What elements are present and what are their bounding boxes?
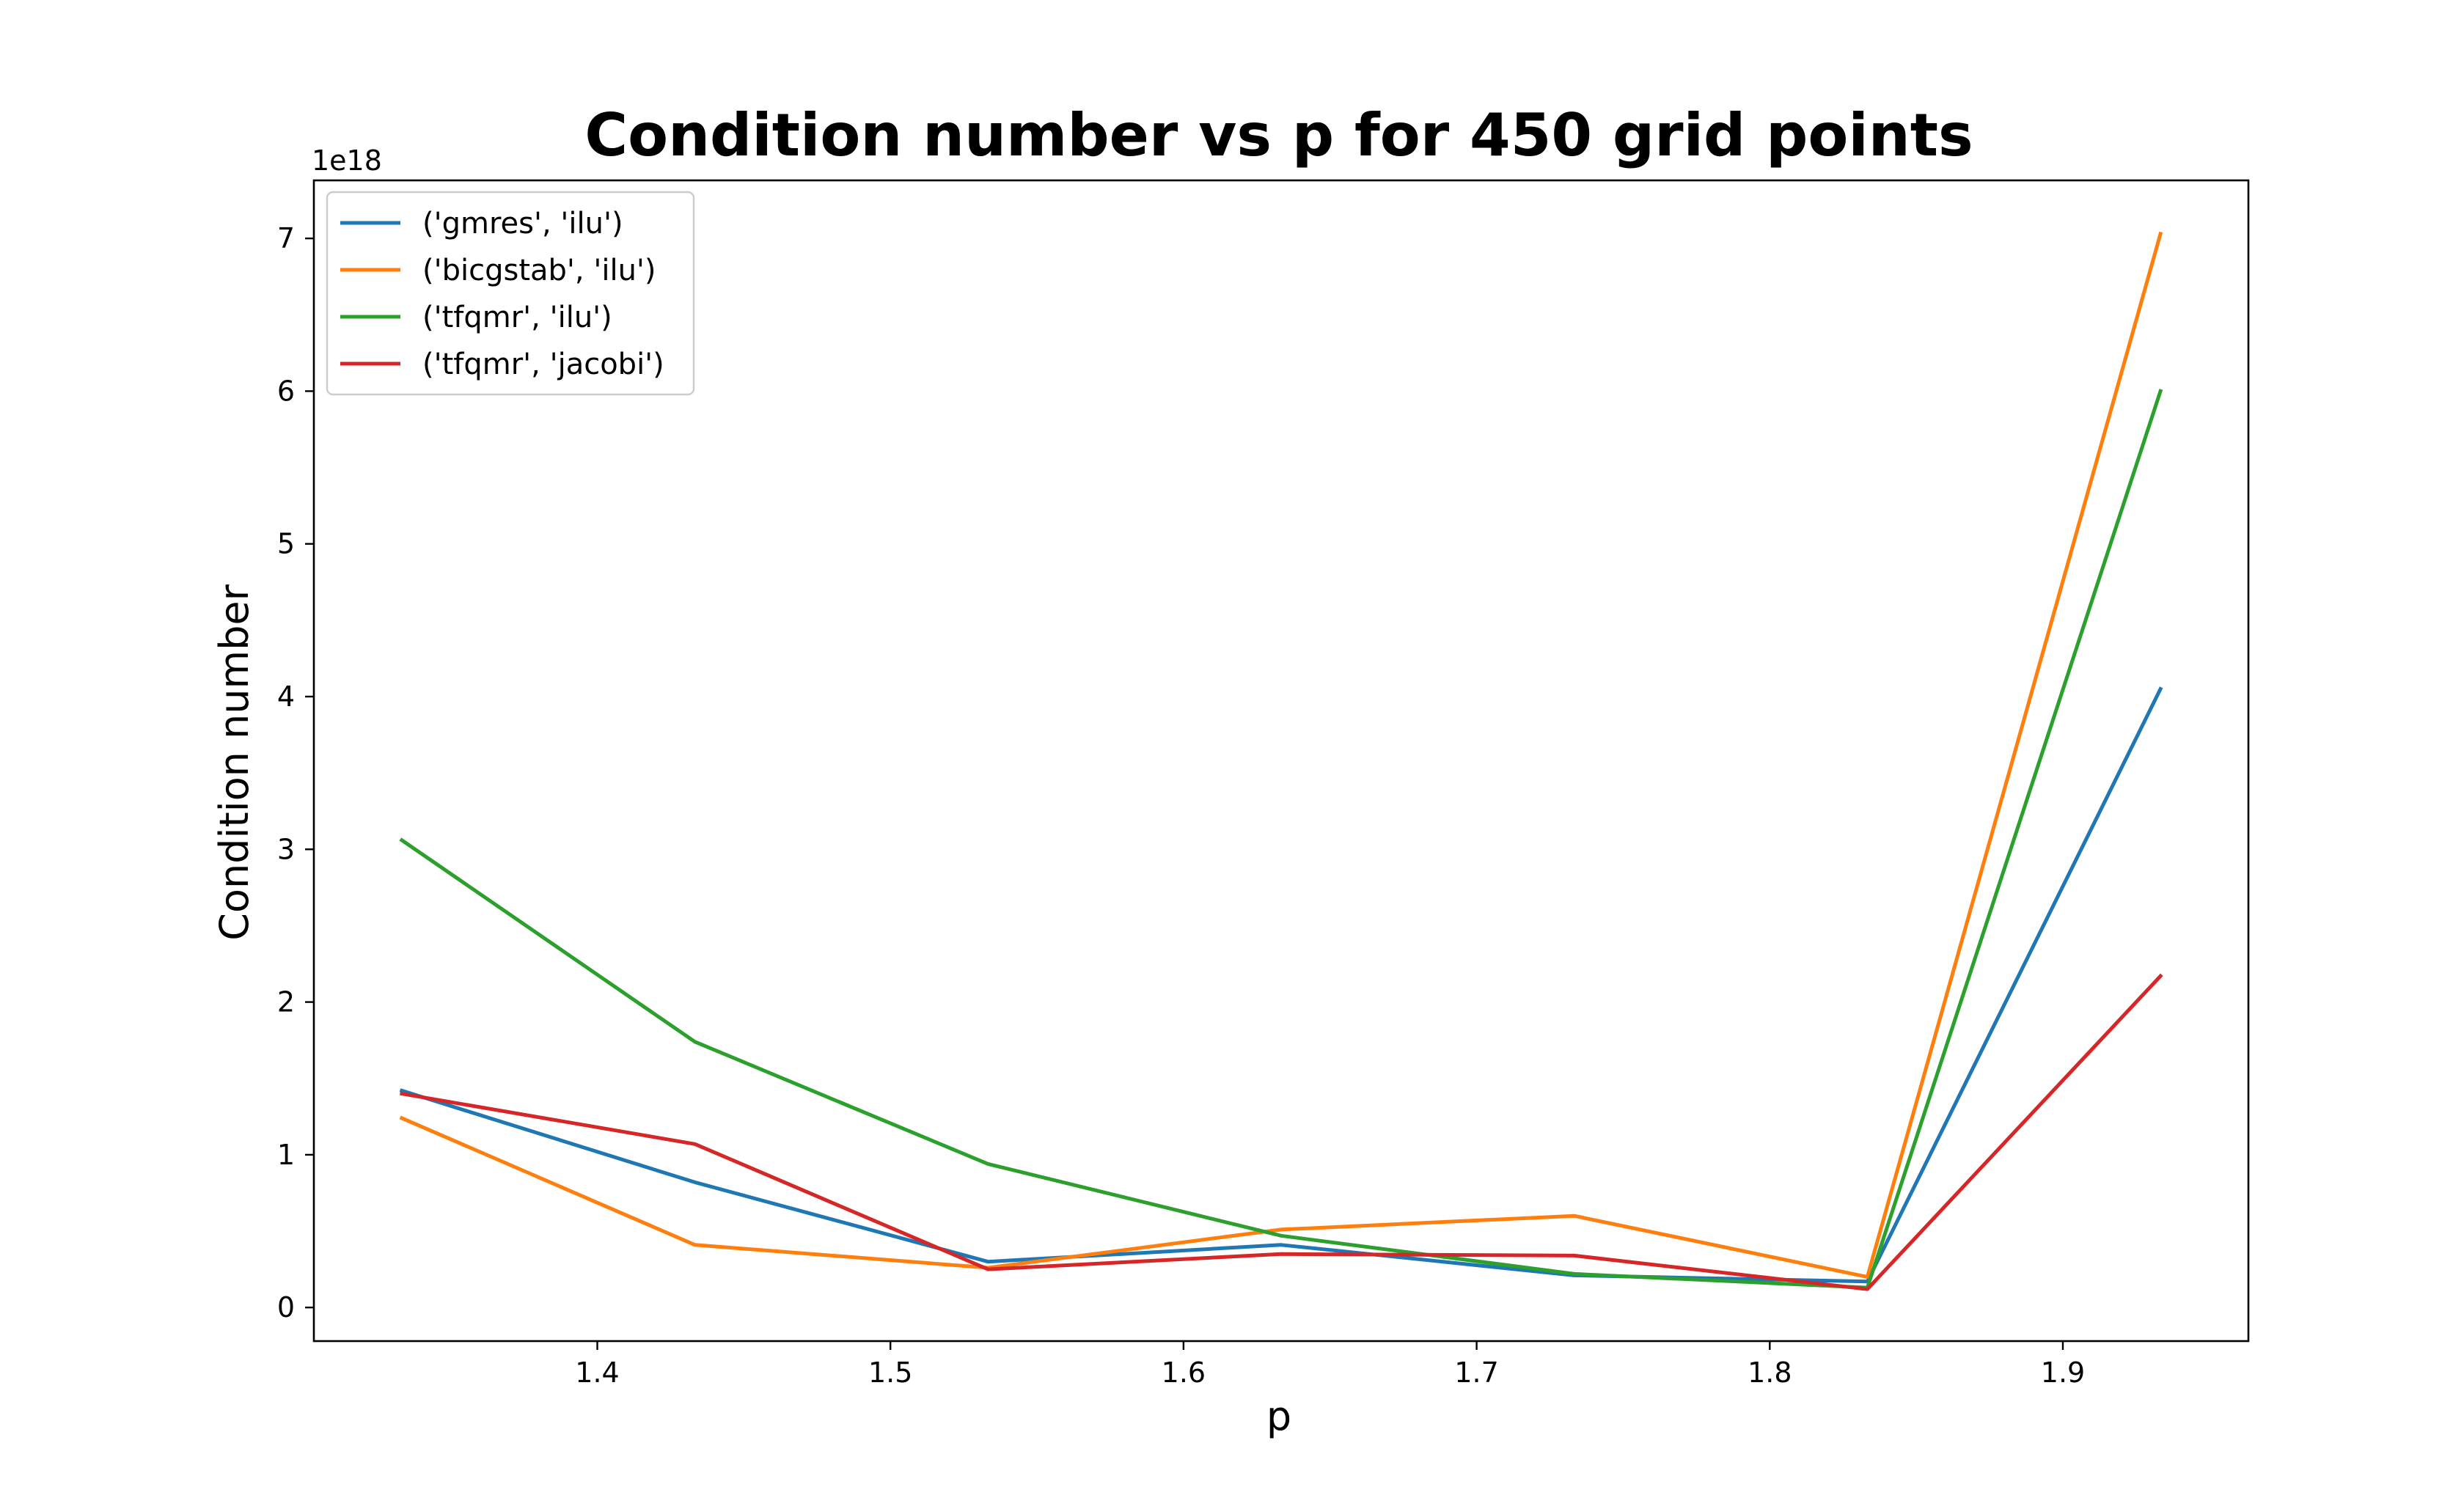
x-tick-label: 1.8: [1748, 1356, 1792, 1389]
x-axis-label: p: [1266, 1393, 1291, 1439]
x-tick-label: 1.9: [2041, 1356, 2085, 1389]
x-tick-label: 1.7: [1454, 1356, 1498, 1389]
legend: ('gmres', 'ilu') ('bicgstab', 'ilu') ('tfq…: [326, 191, 695, 396]
y-tick-label: 5: [277, 528, 295, 560]
y-tick-label: 6: [277, 375, 295, 407]
y-tick-label: 1: [277, 1139, 295, 1171]
legend-box: [326, 191, 695, 396]
x-tick-label: 1.6: [1162, 1356, 1206, 1389]
series-line-2: [399, 231, 2163, 1279]
legend-label-1: ('gmres', 'ilu'): [422, 207, 623, 241]
y-tick-label: 4: [277, 680, 295, 713]
legend-label-4: ('tfqmr', 'jacobi'): [422, 348, 664, 381]
series-line-1: [399, 686, 2163, 1284]
x-tick-label: 1.4: [575, 1356, 619, 1389]
y-axis-label: Condition number: [211, 584, 257, 940]
series-line-4: [400, 973, 2163, 1291]
plot-area: [399, 231, 2163, 1291]
chart-title: Condition number vs p for 450 grid point…: [584, 101, 1973, 169]
y-tick-label: 2: [277, 986, 295, 1018]
y-tick-label: 7: [277, 222, 295, 254]
y-axis-ticks: 0 1 2 3 4 5 6 7: [277, 222, 314, 1323]
plot-frame: [312, 179, 2250, 1343]
x-tick-label: 1.5: [868, 1356, 912, 1389]
x-axis-ticks: 1.4 1.5 1.6 1.7 1.8 1.9: [575, 1341, 2085, 1389]
y-tick-label: 3: [277, 833, 295, 865]
legend-label-3: ('tfqmr', 'ilu'): [422, 301, 612, 334]
y-tick-label: 0: [277, 1291, 295, 1323]
legend-label-2: ('bicgstab', 'ilu'): [422, 254, 656, 287]
y-offset-label: 1e18: [312, 144, 382, 177]
